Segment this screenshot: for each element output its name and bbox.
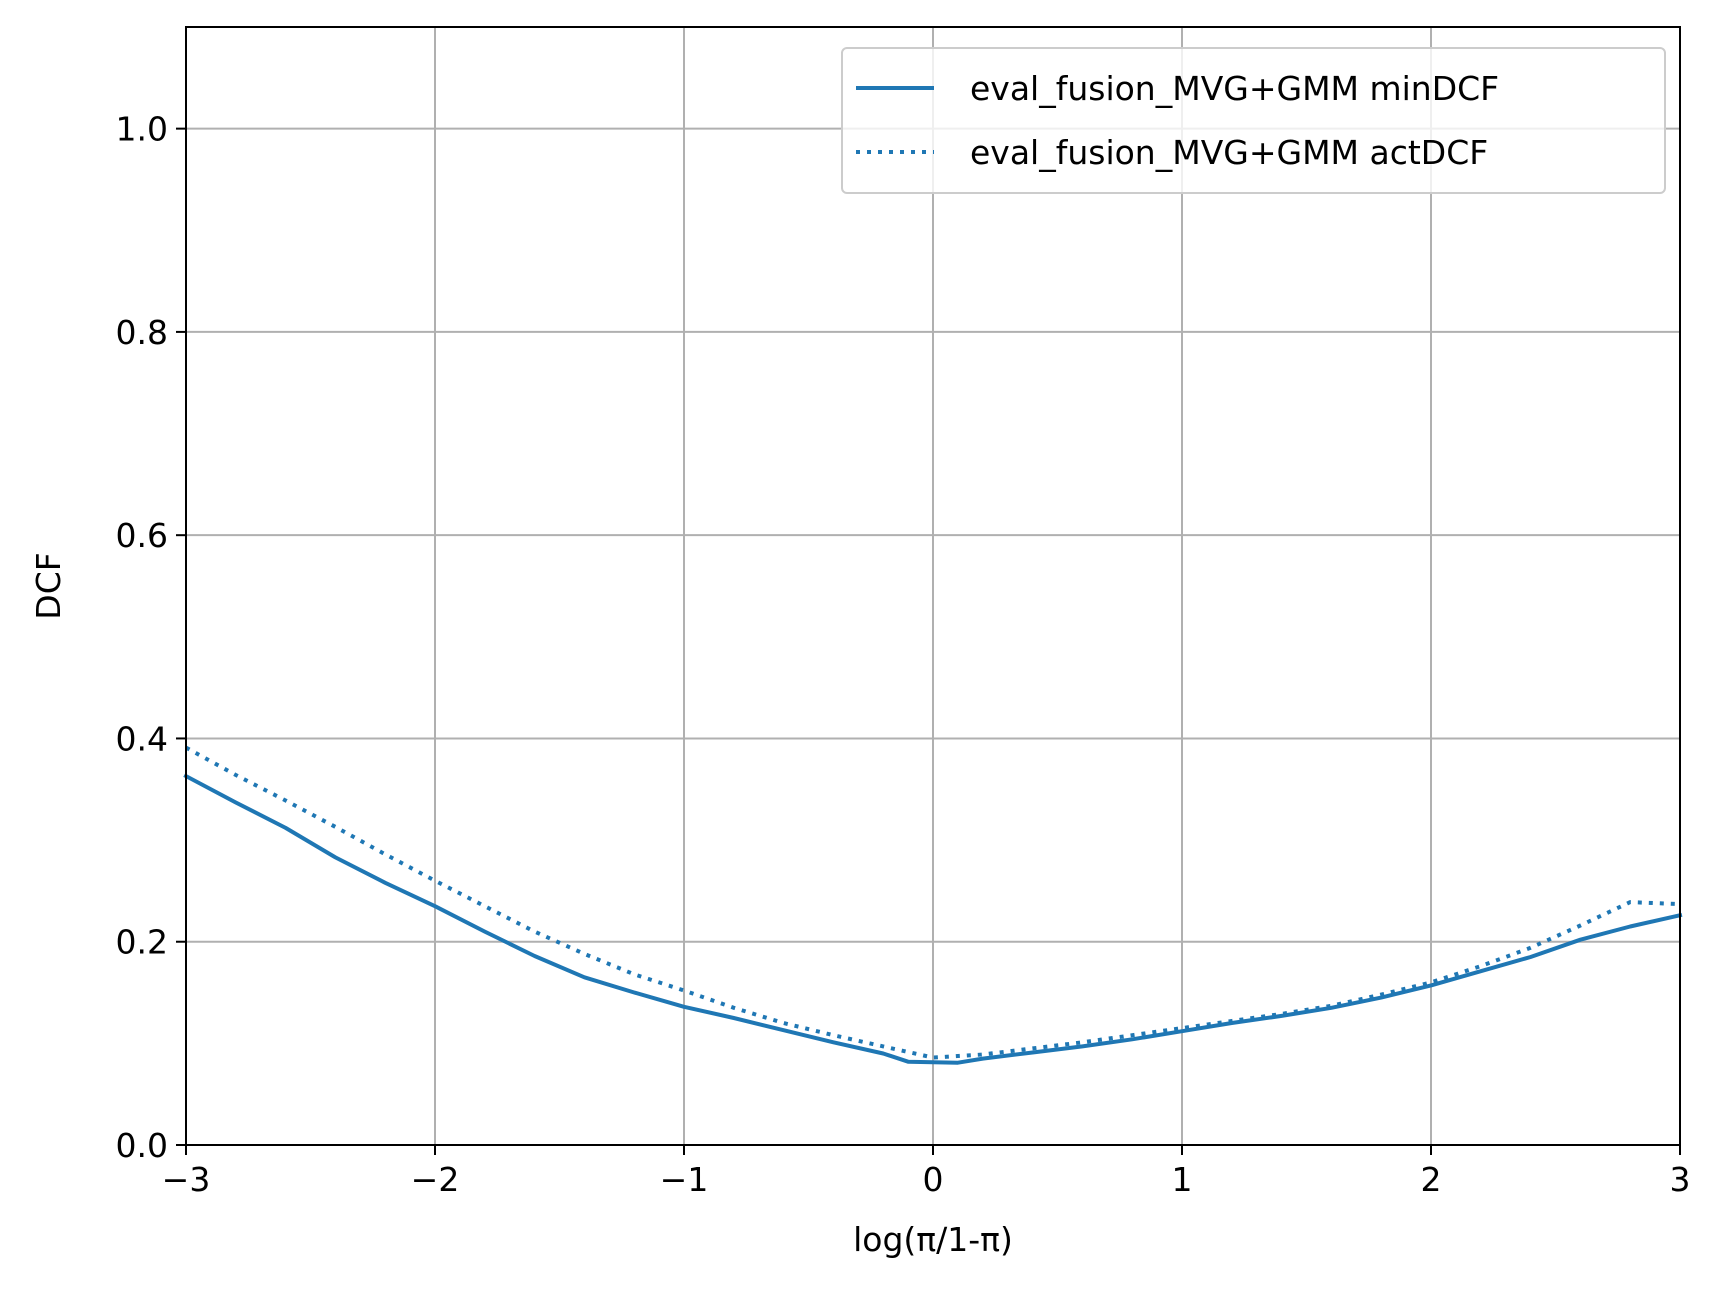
legend: eval_fusion_MVG+GMM minDCF eval_fusion_M… — [841, 47, 1666, 194]
x-tick-label: −1 — [660, 1160, 709, 1199]
x-tick-label: 0 — [923, 1160, 944, 1199]
series-layer — [183, 745, 1683, 1065]
x-tick-label: 3 — [1670, 1160, 1691, 1199]
y-tick-label: 0.4 — [116, 719, 168, 758]
y-tick-label: 0.0 — [116, 1126, 168, 1165]
x-axis: −3 −2 −1 0 1 2 3 — [162, 1145, 1691, 1199]
x-tick-label: −3 — [162, 1160, 211, 1199]
x-tick-label: 2 — [1421, 1160, 1442, 1199]
x-tick-label: 1 — [1172, 1160, 1193, 1199]
y-tick-label: 1.0 — [116, 110, 168, 149]
legend-box — [841, 47, 1666, 194]
y-tick-label: 0.2 — [116, 923, 168, 962]
legend-label-actdcf: eval_fusion_MVG+GMM actDCF — [970, 133, 1488, 172]
legend-label-mindcf: eval_fusion_MVG+GMM minDCF — [970, 69, 1499, 108]
series-line-mindcf — [183, 773, 1683, 1065]
y-axis-title: DCF — [29, 552, 68, 619]
y-axis: 0.0 0.2 0.4 0.6 0.8 1.0 — [116, 110, 186, 1165]
y-tick-label: 0.8 — [116, 313, 168, 352]
x-axis-title: log(π/1-π) — [853, 1220, 1013, 1259]
x-tick-label: −2 — [411, 1160, 460, 1199]
y-tick-label: 0.6 — [116, 516, 168, 555]
